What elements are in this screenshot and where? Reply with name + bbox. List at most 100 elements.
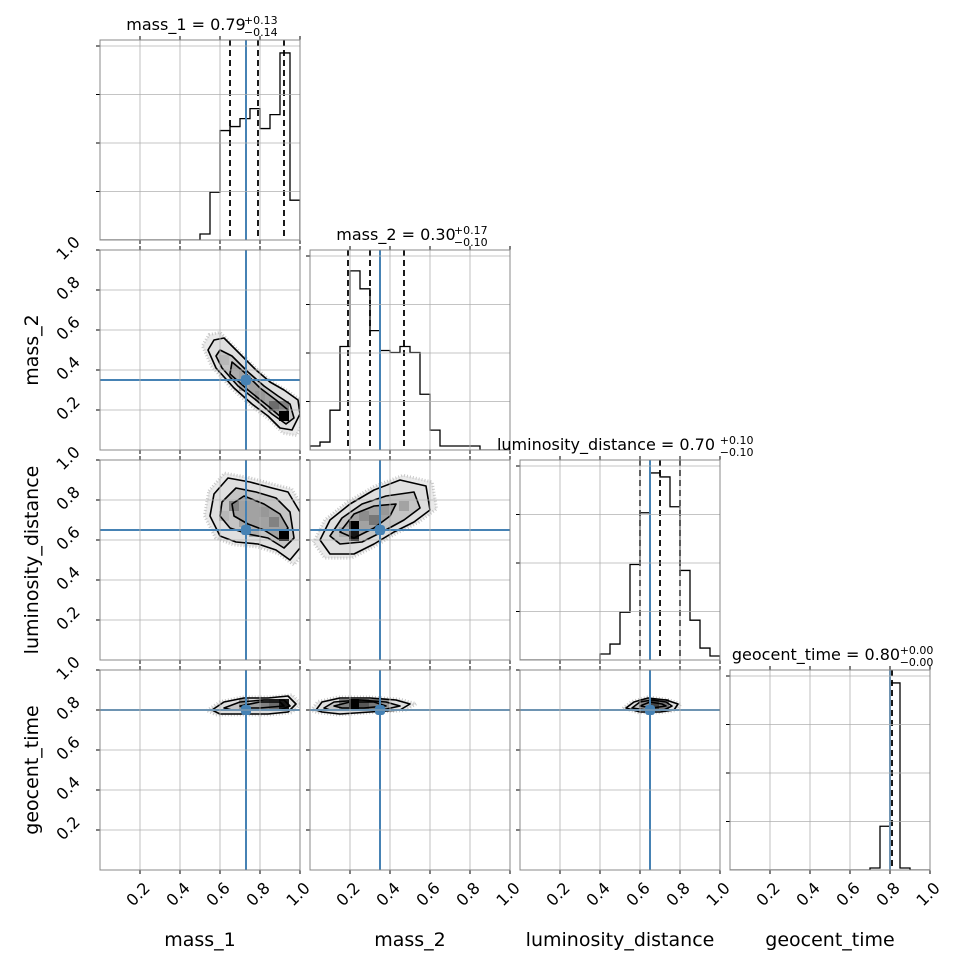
y-axis-label-mass_2: mass_2: [21, 314, 43, 386]
panel-frame: [309, 669, 511, 871]
density-cell: [239, 699, 249, 709]
density-cell: [369, 699, 379, 709]
y-tick-label: 0.6: [52, 312, 83, 343]
y-tick-label: 0.6: [52, 732, 83, 763]
y-tick-label: 0.8: [52, 692, 83, 723]
x-axis-label-luminosity_distance: luminosity_distance: [526, 929, 715, 951]
y-tick-label: 0.6: [52, 522, 83, 553]
x-tick-label: 0.6: [622, 878, 653, 909]
panel-frame: [309, 459, 511, 661]
marginal-title-mass_2: mass_2 = 0.30: [336, 225, 455, 245]
marginal-panel-mass_1: mass_1 = 0.79+0.13−0.14: [96, 14, 301, 244]
x-tick-label: 0.2: [752, 878, 783, 909]
density-panel-mass_1-geocent_time: [96, 666, 301, 874]
marginal-title-mass_1: mass_1 = 0.79: [126, 15, 245, 35]
density-cell: [379, 505, 389, 515]
y-tick-label: 1.0: [52, 652, 83, 683]
x-tick-label: 0.4: [582, 878, 613, 909]
truth-marker: [375, 525, 385, 535]
x-tick-label: 0.2: [332, 878, 363, 909]
density-cell: [279, 531, 289, 541]
x-tick-label: 0.4: [792, 878, 823, 909]
x-axis-label-geocent_time: geocent_time: [765, 929, 894, 951]
density-panel-luminosity_distance-geocent_time: [516, 666, 721, 874]
title-upper-error: +0.13: [244, 14, 278, 27]
density-panel-mass_2-geocent_time: [306, 666, 511, 874]
density-cell: [369, 515, 379, 525]
density-cell: [379, 699, 389, 709]
y-tick-label: 0.4: [52, 562, 83, 593]
contour-line-2: [329, 491, 421, 545]
truth-marker: [241, 375, 251, 385]
histogram-mass_1: [100, 52, 300, 240]
y-tick-label: 0.2: [52, 602, 83, 633]
density-cell: [359, 699, 369, 709]
x-axis-label-mass_2: mass_2: [374, 929, 446, 951]
density-cell: [269, 401, 279, 411]
marginal-panel-mass_2: mass_2 = 0.30+0.17−0.10: [306, 224, 511, 454]
x-tick-label: 1.0: [492, 878, 523, 909]
x-tick-label: 0.6: [832, 878, 863, 909]
panel-frame: [519, 459, 721, 661]
panel-frame: [99, 459, 301, 661]
x-axis-label-mass_1: mass_1: [164, 929, 236, 951]
title-lower-error: −0.10: [720, 446, 754, 459]
density-cell: [259, 507, 269, 517]
x-tick-label: 0.2: [122, 878, 153, 909]
y-tick-label: 0.2: [52, 392, 83, 423]
histogram-luminosity_distance: [520, 472, 720, 660]
y-tick-label: 0.8: [52, 272, 83, 303]
x-tick-label: 0.6: [412, 878, 443, 909]
marginal-panel-geocent_time: geocent_time = 0.80 +0.00−0.00: [726, 644, 933, 874]
title-upper-error: +0.10: [720, 434, 754, 447]
x-tick-label: 0.2: [542, 878, 573, 909]
panel-frame: [729, 669, 931, 871]
y-tick-label: 1.0: [52, 232, 83, 263]
x-tick-label: 0.6: [202, 878, 233, 909]
y-tick-label: 1.0: [52, 442, 83, 473]
x-tick-label: 0.4: [162, 878, 193, 909]
title-lower-error: −0.00: [900, 656, 934, 669]
x-tick-label: 1.0: [702, 878, 733, 909]
contour-line-1: [211, 695, 297, 715]
y-tick-label: 0.4: [52, 772, 83, 803]
density-cell: [259, 699, 269, 709]
x-tick-label: 0.8: [242, 878, 273, 909]
y-tick-label: 0.2: [52, 812, 83, 843]
density-panel-mass_1-luminosity_distance: [96, 456, 301, 664]
x-tick-label: 1.0: [912, 878, 943, 909]
density-cell: [659, 699, 669, 709]
x-tick-label: 0.4: [372, 878, 403, 909]
panel-frame: [99, 249, 301, 451]
title-lower-error: −0.14: [244, 26, 278, 39]
panel-frame: [99, 39, 301, 241]
title-upper-error: +0.00: [900, 644, 934, 657]
density-cell: [219, 355, 229, 365]
truth-marker: [241, 525, 251, 535]
density-cell: [649, 699, 659, 709]
title-upper-error: +0.17: [454, 224, 488, 237]
density-cell: [219, 511, 229, 521]
density-cell: [399, 501, 409, 511]
density-cell: [339, 527, 349, 537]
contour-line-2: [215, 349, 295, 425]
density-cell: [269, 699, 279, 709]
x-tick-label: 0.8: [662, 878, 693, 909]
x-tick-label: 1.0: [282, 878, 313, 909]
density-panel-mass_1-mass_2: [96, 246, 301, 454]
y-axis-label-luminosity_distance: luminosity_distance: [21, 466, 43, 655]
density-panel-mass_2-luminosity_distance: [306, 456, 511, 664]
density-cell: [269, 517, 279, 527]
marginal-panel-luminosity_distance: luminosity_distance = 0.70 +0.10−0.10: [497, 434, 754, 664]
title-lower-error: −0.10: [454, 236, 488, 249]
x-tick-label: 0.8: [452, 878, 483, 909]
density-cell: [349, 699, 359, 709]
panel-frame: [519, 669, 721, 871]
x-tick-label: 0.8: [872, 878, 903, 909]
histogram-geocent_time: [730, 682, 930, 870]
density-cell: [349, 521, 359, 531]
density-cell: [229, 371, 239, 381]
density-cell: [249, 527, 259, 537]
density-cell: [349, 531, 359, 541]
